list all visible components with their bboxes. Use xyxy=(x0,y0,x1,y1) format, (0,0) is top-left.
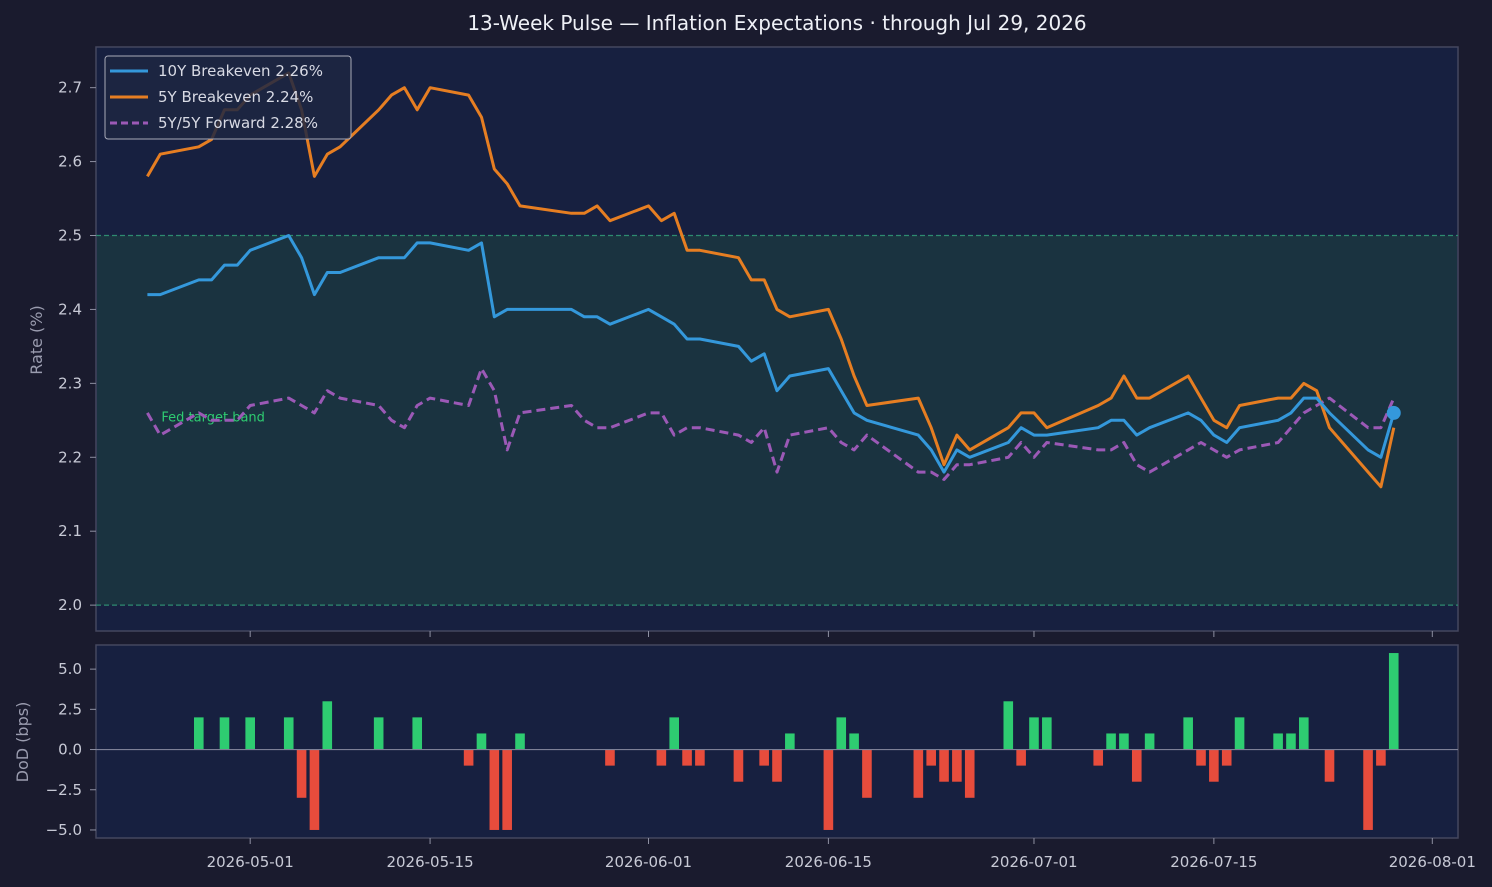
rate-y-tick-label: 2.2 xyxy=(58,448,82,466)
dod-bar xyxy=(515,733,525,750)
dod-bar xyxy=(862,749,872,798)
dod-bar xyxy=(412,717,423,750)
dod-bar xyxy=(373,717,384,750)
dod-bar xyxy=(785,733,795,750)
dod-bar xyxy=(964,749,975,798)
dod-bar xyxy=(1119,733,1129,750)
rate-y-tick-label: 2.6 xyxy=(58,153,82,171)
dod-x-tick-label: 2026-08-01 xyxy=(1389,853,1476,871)
dod-panel-background xyxy=(95,644,1459,839)
dod-bar xyxy=(1299,717,1309,750)
dod-bar xyxy=(1286,733,1296,750)
dod-bar xyxy=(1209,749,1219,782)
rate-y-tick-label: 2.1 xyxy=(58,522,82,540)
rate-series xyxy=(146,71,1401,489)
rate-y-axis: 2.0 2.1 2.2 2.3 2.4 2.5 2.6 2.7 xyxy=(58,79,96,614)
rate-y-axis-label: Rate (%) xyxy=(27,305,46,374)
dod-x-tick-label: 2026-07-15 xyxy=(1170,853,1257,871)
legend-entry: 10Y Breakeven 2.26% xyxy=(158,62,323,80)
dod-bar xyxy=(913,749,924,798)
dod-x-axis: 2026-05-01 2026-05-15 2026-06-01 2026-06-15… xyxy=(207,838,1476,871)
dod-y-tick-label: 2.5 xyxy=(58,700,82,718)
rate-y-tick-label: 2.7 xyxy=(58,79,82,97)
dod-bar xyxy=(1363,749,1373,830)
dod-bar xyxy=(1221,749,1232,766)
dod-bar xyxy=(759,749,769,766)
dod-bar xyxy=(926,749,936,766)
dod-bar xyxy=(463,749,474,766)
dod-bar xyxy=(283,717,294,750)
dod-bar xyxy=(1183,717,1193,750)
dod-y-tick-label: 5.0 xyxy=(58,660,82,678)
dod-bar xyxy=(1093,749,1104,766)
dod-bar xyxy=(1016,749,1026,766)
dod-bar xyxy=(1003,701,1014,750)
dod-bar xyxy=(939,749,949,782)
dod-bar xyxy=(1273,733,1283,750)
dod-bar xyxy=(476,733,487,750)
rate-y-tick-label: 2.0 xyxy=(58,596,82,614)
legend-box xyxy=(104,55,352,140)
dod-bar xyxy=(1144,733,1155,750)
dod-y-tick-label: −2.5 xyxy=(46,781,82,799)
dod-bar xyxy=(1388,653,1399,750)
dod-bar xyxy=(605,749,615,766)
dod-bar xyxy=(219,717,230,750)
dod-bar xyxy=(245,717,255,750)
line-10y-breakeven xyxy=(147,234,1396,474)
dod-y-axis-label: DoD (bps) xyxy=(13,702,32,783)
legend-entry: 5Y/5Y Forward 2.28% xyxy=(158,114,318,132)
dod-bar xyxy=(823,749,834,830)
dod-bar xyxy=(1196,749,1206,766)
dod-bar xyxy=(1029,717,1039,750)
dod-bars xyxy=(96,653,1458,830)
dod-bar xyxy=(669,717,680,750)
dod-bar xyxy=(952,749,962,782)
dod-bar xyxy=(1042,717,1052,750)
dod-y-tick-label: −5.0 xyxy=(46,821,82,839)
legend: 10Y Breakeven 2.26% 5Y Breakeven 2.24% 5Y/… xyxy=(104,55,352,140)
dod-bar xyxy=(1234,717,1245,750)
fed-target-band: Fed target band xyxy=(96,234,1458,606)
dod-bar xyxy=(772,749,782,782)
dod-bar xyxy=(502,749,512,830)
dod-bar xyxy=(1376,749,1386,766)
band-label: Fed target band xyxy=(161,411,265,426)
line-5y5y-forward xyxy=(146,367,1396,481)
rate-y-tick-label: 2.5 xyxy=(58,227,82,245)
rate-y-tick-label: 2.3 xyxy=(58,374,82,392)
dod-x-tick-label: 2026-05-01 xyxy=(207,853,294,871)
dod-x-tick-label: 2026-06-01 xyxy=(605,853,692,871)
dod-bar xyxy=(489,749,500,830)
line-5y-breakeven xyxy=(146,71,1396,489)
dod-x-tick-label: 2026-06-15 xyxy=(785,853,872,871)
dod-bar xyxy=(695,749,705,766)
dod-bar xyxy=(1324,749,1335,782)
dod-bar xyxy=(309,749,320,830)
rate-y-tick-label: 2.4 xyxy=(58,300,82,318)
dod-bar xyxy=(656,749,667,766)
dod-bar xyxy=(193,717,204,750)
dod-y-tick-label: 0.0 xyxy=(58,741,82,759)
dod-bar xyxy=(836,717,847,750)
dod-bar xyxy=(296,749,307,798)
last-point-marker xyxy=(1386,405,1401,420)
rate-panel: Fed target band 2.0 2.1 2.2 2.3 2.4 2.5 2.6 2.7… xyxy=(27,46,1459,637)
dod-y-axis: −5.0 −2.5 0.0 2.5 5.0 xyxy=(46,660,96,839)
band-fill xyxy=(97,235,1457,606)
dod-x-tick-label: 2026-05-15 xyxy=(386,853,473,871)
dod-bar xyxy=(682,749,692,766)
dod-bar xyxy=(849,733,859,750)
dod-x-tick-label: 2026-07-01 xyxy=(990,853,1077,871)
dod-bar xyxy=(322,701,333,750)
chart-title: 13-Week Pulse — Inflation Expectations ·… xyxy=(467,11,1086,35)
dod-bar xyxy=(733,749,744,782)
rate-x-axis xyxy=(249,631,1433,637)
dod-bar xyxy=(1131,749,1142,782)
legend-entry: 5Y Breakeven 2.24% xyxy=(158,88,313,106)
dod-panel: −5.0−2.50.02.55.0 2026-05-01 2026-05-15 20… xyxy=(13,644,1476,871)
dod-bar xyxy=(1106,733,1116,750)
